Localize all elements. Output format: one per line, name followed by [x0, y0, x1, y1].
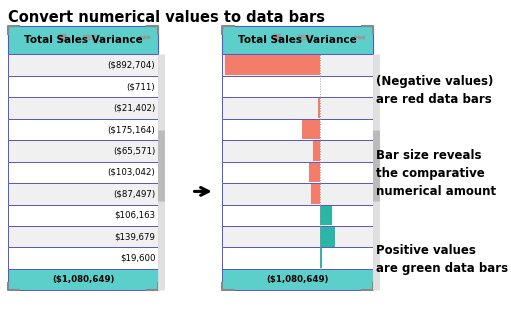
FancyBboxPatch shape — [222, 248, 373, 269]
FancyBboxPatch shape — [320, 206, 332, 225]
FancyBboxPatch shape — [8, 76, 158, 97]
FancyBboxPatch shape — [301, 120, 320, 139]
FancyBboxPatch shape — [8, 140, 158, 162]
Text: Convert numerical values to data bars: Convert numerical values to data bars — [8, 10, 324, 25]
Text: ($21,402): ($21,402) — [113, 104, 155, 113]
FancyBboxPatch shape — [222, 76, 373, 97]
FancyBboxPatch shape — [8, 97, 158, 119]
Text: Bar size reveals
the comparative
numerical amount: Bar size reveals the comparative numeric… — [376, 149, 496, 198]
FancyBboxPatch shape — [320, 227, 335, 247]
Text: Positive values
are green data bars: Positive values are green data bars — [376, 244, 508, 275]
Text: ($892,704): ($892,704) — [108, 61, 155, 70]
Text: $139,679: $139,679 — [114, 232, 155, 241]
Text: Total Sales Variance: Total Sales Variance — [24, 35, 143, 46]
FancyBboxPatch shape — [8, 183, 158, 205]
FancyBboxPatch shape — [8, 54, 158, 76]
FancyBboxPatch shape — [222, 226, 373, 248]
FancyBboxPatch shape — [8, 269, 158, 290]
FancyBboxPatch shape — [222, 269, 373, 290]
FancyBboxPatch shape — [222, 119, 373, 140]
FancyBboxPatch shape — [116, 33, 123, 37]
Text: (Negative values)
are red data bars: (Negative values) are red data bars — [376, 75, 493, 106]
FancyBboxPatch shape — [8, 26, 158, 43]
FancyBboxPatch shape — [8, 119, 158, 140]
Text: Total Sales Variance: Total Sales Variance — [238, 35, 357, 46]
FancyBboxPatch shape — [8, 162, 158, 183]
FancyBboxPatch shape — [309, 163, 320, 182]
Text: ($103,042): ($103,042) — [108, 168, 155, 177]
Text: $106,163: $106,163 — [114, 211, 155, 220]
Text: $19,600: $19,600 — [120, 254, 155, 263]
FancyBboxPatch shape — [222, 205, 373, 226]
FancyBboxPatch shape — [222, 26, 373, 54]
Text: ($1,080,649): ($1,080,649) — [266, 275, 329, 284]
FancyBboxPatch shape — [8, 26, 158, 54]
FancyBboxPatch shape — [222, 54, 373, 76]
FancyBboxPatch shape — [222, 162, 373, 183]
Text: ($175,164): ($175,164) — [108, 125, 155, 134]
FancyBboxPatch shape — [8, 248, 158, 269]
FancyBboxPatch shape — [318, 98, 320, 118]
FancyBboxPatch shape — [331, 33, 337, 37]
FancyBboxPatch shape — [8, 205, 158, 226]
FancyBboxPatch shape — [225, 55, 320, 75]
FancyBboxPatch shape — [222, 183, 373, 205]
FancyBboxPatch shape — [222, 97, 373, 119]
FancyBboxPatch shape — [313, 141, 320, 161]
FancyBboxPatch shape — [222, 140, 373, 162]
Text: ($87,497): ($87,497) — [113, 189, 155, 198]
FancyBboxPatch shape — [8, 226, 158, 248]
Text: ($65,571): ($65,571) — [113, 147, 155, 155]
Text: ($711): ($711) — [127, 82, 155, 91]
FancyBboxPatch shape — [311, 184, 320, 204]
FancyBboxPatch shape — [320, 248, 322, 268]
Text: ($1,080,649): ($1,080,649) — [52, 275, 114, 284]
FancyBboxPatch shape — [222, 26, 373, 43]
